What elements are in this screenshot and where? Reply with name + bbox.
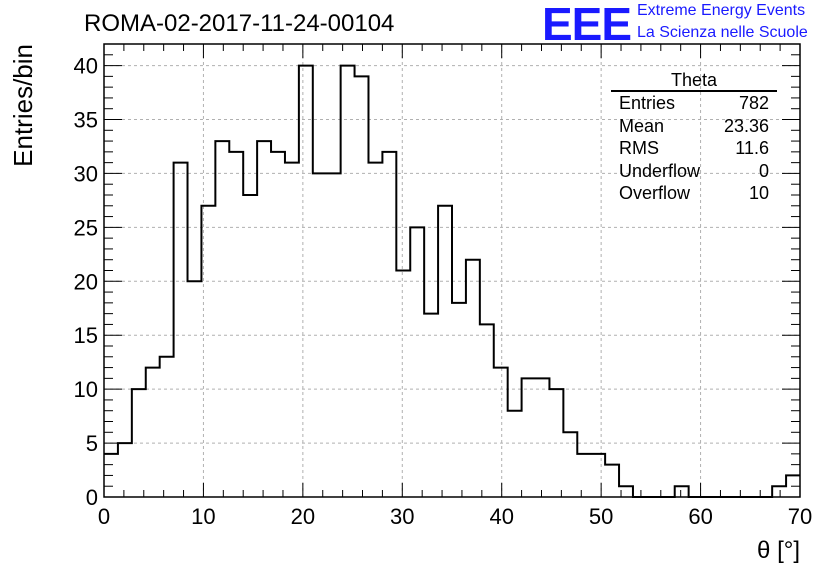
stats-value: 23.36 [723,115,769,136]
x-tick-label: 10 [191,504,215,529]
histogram-bin [174,163,188,497]
histogram-bin [368,163,382,497]
histogram-bin [466,260,480,497]
histogram-bin [494,368,508,497]
x-tick-label: 0 [98,504,110,529]
stats-value: 11.6 [735,138,769,158]
y-tick-label: 15 [74,323,98,348]
stats-row-entries: Entries 782 [611,92,777,115]
logo-line-2: La Scienza nelle Scuole [637,24,808,41]
histogram-bin [341,66,355,497]
histogram-bin [577,454,591,497]
histogram-bin [480,324,494,497]
x-tick-label: 70 [788,504,812,529]
stats-label: Entries [619,93,676,113]
stats-title: Theta [611,70,777,92]
histogram-bin [327,173,341,497]
histogram-bin [772,486,786,497]
y-tick-label: 0 [86,485,98,510]
stats-value: 10 [748,183,769,203]
x-tick-label: 60 [688,504,712,529]
histogram-bin [257,141,271,497]
histogram-bin [424,314,438,497]
histogram-bin [438,206,452,497]
histogram-bin [522,378,536,497]
histogram-bin [605,465,619,497]
histogram-bin [549,389,563,497]
y-tick-label: 20 [74,269,98,294]
stats-value: 782 [738,93,769,113]
y-tick-label: 30 [74,161,98,186]
y-tick-label: 10 [74,377,98,402]
histogram-bin [382,152,396,497]
histogram-bin [146,368,160,497]
stats-row-underflow: Underflow 0 [611,160,777,183]
stats-value: 0 [758,160,769,181]
y-tick-label: 5 [86,431,98,456]
histogram-bin [271,152,285,497]
x-tick-label: 50 [589,504,613,529]
y-tick-label: 35 [74,108,98,133]
stats-label: RMS [619,138,659,158]
y-tick-label: 40 [74,54,98,79]
y-tick-label: 25 [74,215,98,240]
stats-box: Theta Entries 782 Mean 23.36 RMS 11.6 Un… [611,70,777,205]
histogram-bin [243,195,257,497]
x-axis-label: θ [°] [757,537,800,564]
histogram-bin [355,76,369,497]
histogram-bin [410,227,424,497]
y-axis-label: Entries/bin [8,44,38,167]
stats-label: Overflow [619,183,691,203]
stats-row-rms: RMS 11.6 [611,137,777,160]
histogram-bin [313,173,327,497]
histogram-bin [132,389,146,497]
histogram-bin [201,206,215,497]
stats-label: Underflow [619,160,701,181]
x-tick-label: 20 [291,504,315,529]
histogram-bin [229,152,243,497]
histogram-bin [508,411,522,497]
histogram-bin [591,454,605,497]
stats-row-overflow: Overflow 10 [611,182,777,205]
stats-label: Mean [619,115,665,136]
histogram-bin [452,303,466,497]
histogram-bin [160,357,174,497]
histogram-bin [188,281,202,497]
chart-title: ROMA-02-2017-11-24-00104 [84,10,395,37]
histogram-bin [675,486,689,497]
histogram-bin [299,66,313,497]
histogram-bin [536,378,550,497]
histogram-bin [118,443,132,497]
histogram-bin [215,141,229,497]
histogram-bin [563,432,577,497]
histogram-bin [285,163,299,497]
eee-logo: EEE [542,0,632,50]
x-tick-label: 40 [489,504,513,529]
x-tick-label: 30 [390,504,414,529]
histogram-bin [396,271,410,498]
stats-row-mean: Mean 23.36 [611,115,777,138]
logo-line-1: Extreme Energy Events [637,2,806,19]
